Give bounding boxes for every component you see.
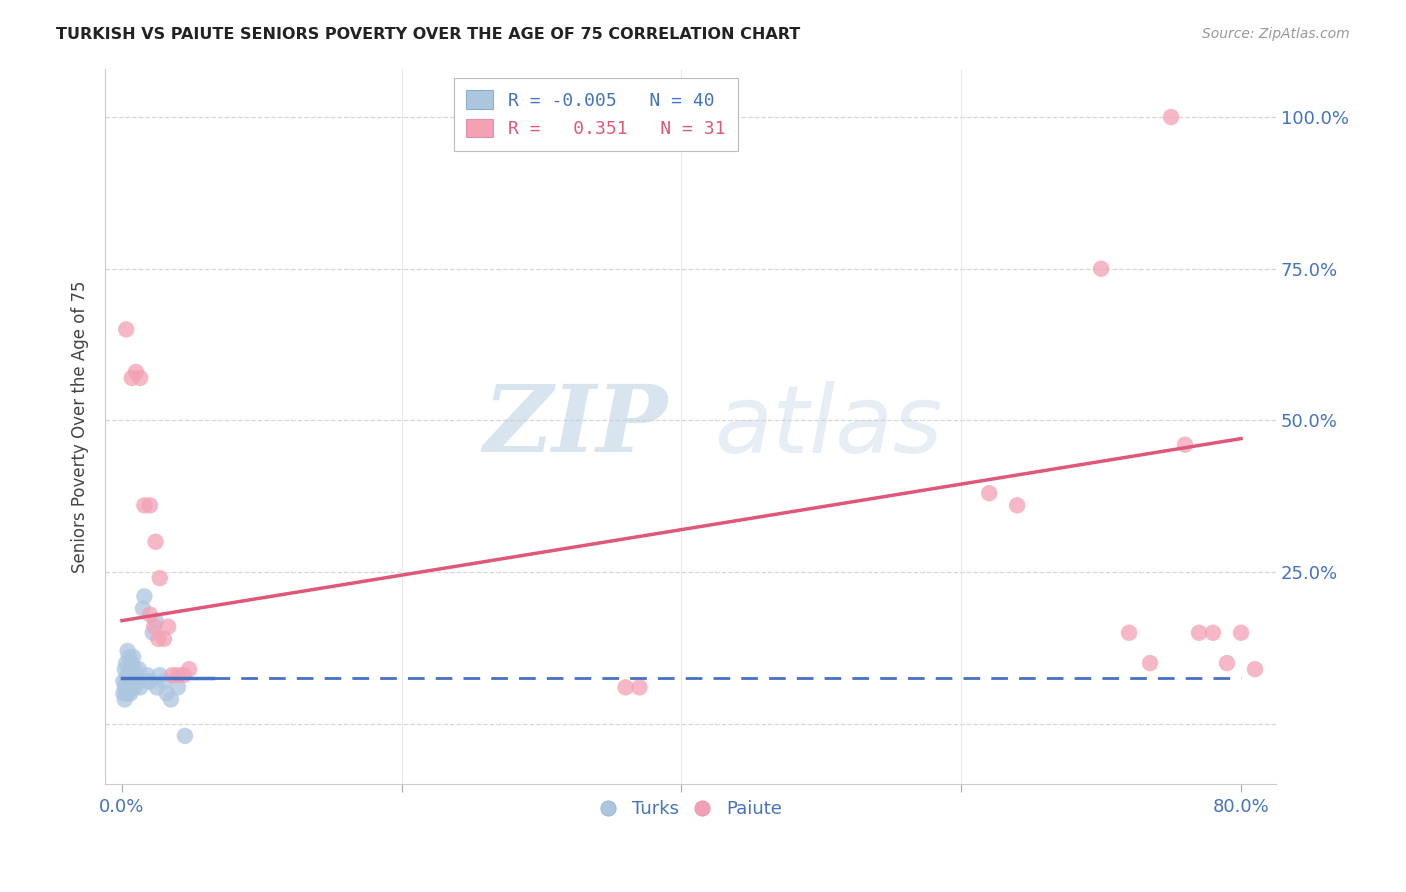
- Point: [1230, 625, 1253, 640]
- Point: [1244, 662, 1267, 676]
- Point: [122, 674, 145, 689]
- Point: [162, 668, 184, 682]
- Point: [134, 590, 156, 604]
- Point: [118, 668, 141, 682]
- Point: [149, 668, 172, 682]
- Point: [628, 681, 651, 695]
- Point: [153, 674, 176, 689]
- Point: [979, 486, 1001, 500]
- Point: [129, 371, 152, 385]
- Point: [121, 656, 143, 670]
- Point: [112, 686, 135, 700]
- Point: [142, 625, 165, 640]
- Point: [167, 681, 190, 695]
- Point: [148, 632, 170, 646]
- Point: [124, 662, 146, 676]
- Text: Source: ZipAtlas.com: Source: ZipAtlas.com: [1202, 27, 1350, 41]
- Point: [128, 662, 150, 676]
- Point: [124, 681, 146, 695]
- Point: [1118, 625, 1140, 640]
- Point: [120, 686, 142, 700]
- Point: [146, 681, 169, 695]
- Point: [129, 681, 152, 695]
- Point: [139, 607, 162, 622]
- Legend: Turks, Paiute: Turks, Paiute: [592, 793, 789, 825]
- Point: [1139, 656, 1161, 670]
- Point: [136, 668, 159, 682]
- Point: [125, 668, 148, 682]
- Point: [114, 692, 136, 706]
- Point: [134, 499, 156, 513]
- Point: [1188, 625, 1211, 640]
- Point: [156, 686, 179, 700]
- Point: [139, 499, 162, 513]
- Text: ZIP: ZIP: [482, 382, 668, 472]
- Y-axis label: Seniors Poverty Over the Age of 75: Seniors Poverty Over the Age of 75: [72, 280, 89, 573]
- Point: [614, 681, 637, 695]
- Point: [132, 601, 155, 615]
- Point: [160, 692, 183, 706]
- Point: [112, 674, 135, 689]
- Point: [149, 571, 172, 585]
- Point: [139, 674, 162, 689]
- Point: [117, 686, 139, 700]
- Point: [115, 674, 138, 689]
- Point: [118, 681, 141, 695]
- Text: TURKISH VS PAIUTE SENIORS POVERTY OVER THE AGE OF 75 CORRELATION CHART: TURKISH VS PAIUTE SENIORS POVERTY OVER T…: [56, 27, 800, 42]
- Point: [1174, 438, 1197, 452]
- Point: [122, 650, 145, 665]
- Point: [1160, 110, 1182, 124]
- Text: atlas: atlas: [714, 381, 942, 472]
- Point: [114, 662, 136, 676]
- Point: [114, 681, 136, 695]
- Point: [179, 662, 201, 676]
- Point: [117, 644, 139, 658]
- Point: [157, 620, 180, 634]
- Point: [115, 656, 138, 670]
- Point: [121, 681, 143, 695]
- Point: [1090, 261, 1112, 276]
- Point: [153, 632, 176, 646]
- Point: [143, 620, 166, 634]
- Point: [1202, 625, 1225, 640]
- Point: [115, 686, 138, 700]
- Point: [1005, 499, 1028, 513]
- Point: [173, 668, 195, 682]
- Point: [121, 371, 143, 385]
- Point: [145, 614, 167, 628]
- Point: [1216, 656, 1239, 670]
- Point: [120, 662, 142, 676]
- Point: [127, 674, 149, 689]
- Point: [174, 729, 197, 743]
- Point: [125, 365, 148, 379]
- Point: [118, 650, 141, 665]
- Point: [145, 534, 167, 549]
- Point: [138, 674, 160, 689]
- Point: [115, 322, 138, 336]
- Point: [167, 668, 190, 682]
- Point: [117, 668, 139, 682]
